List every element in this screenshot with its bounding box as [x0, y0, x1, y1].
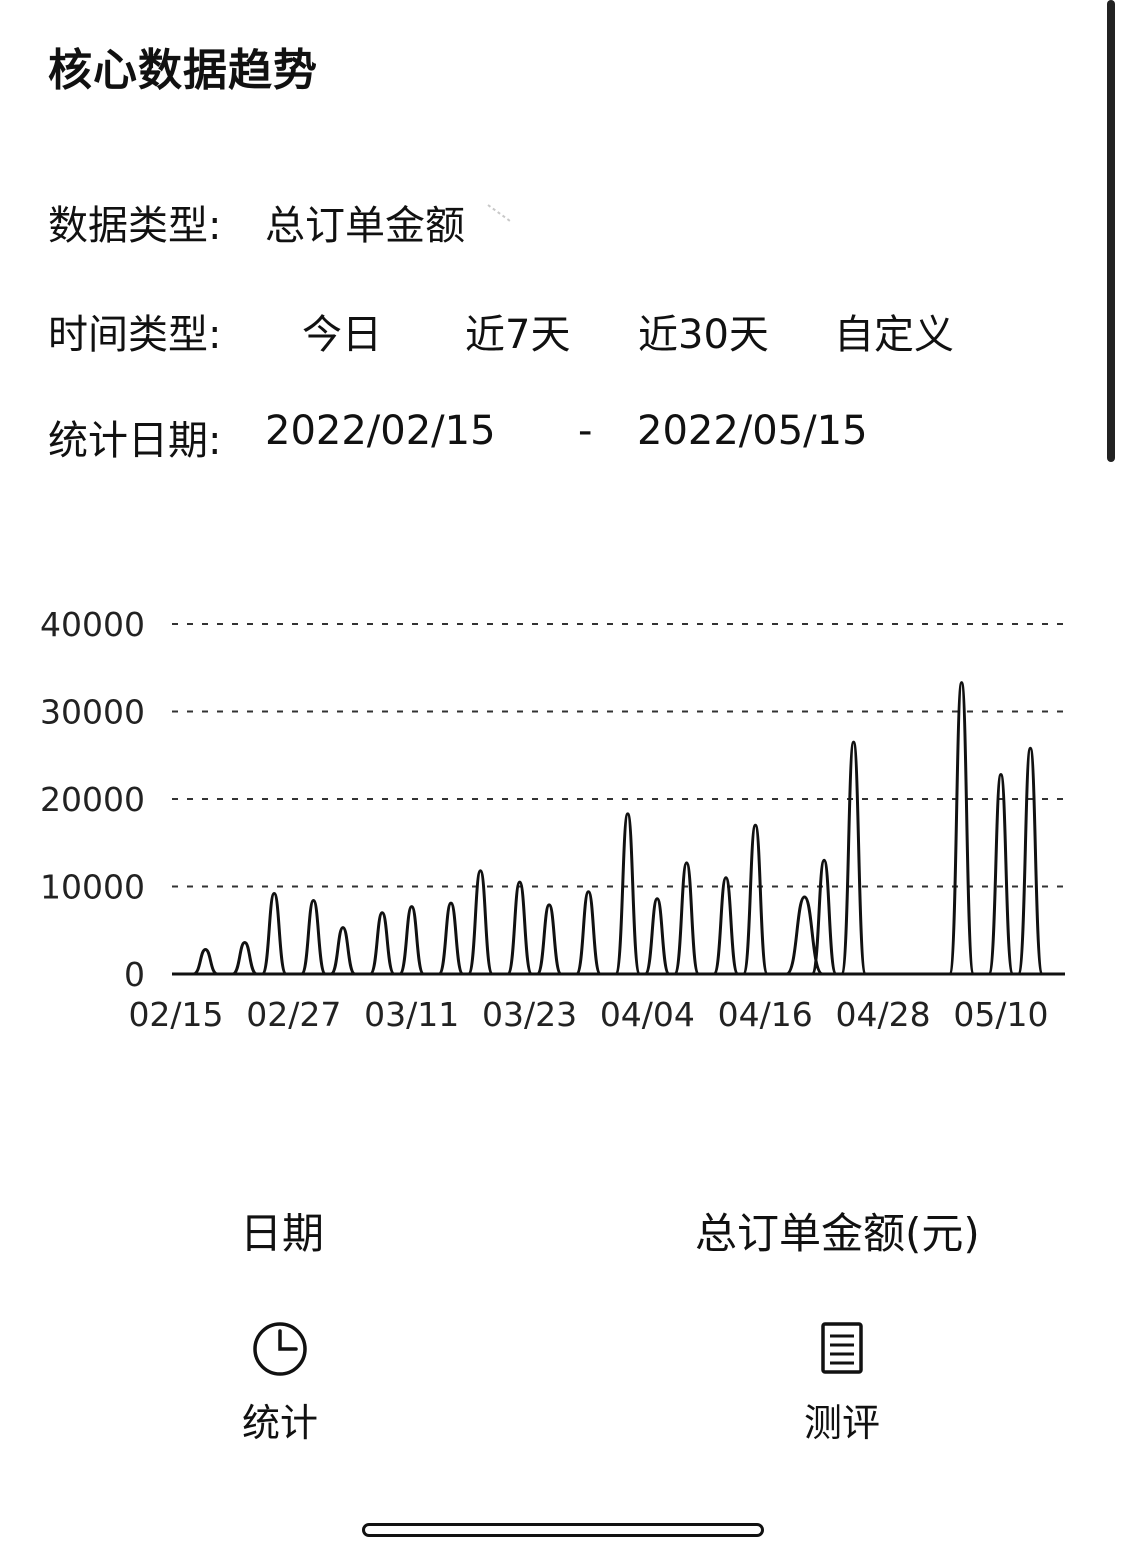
data-type-select[interactable]: 总订单金额: [265, 203, 465, 249]
tab-review[interactable]: 测评: [752, 1320, 932, 1447]
trend-chart-svg: 0 10000 20000 30000 40000 02/15 02/27 03/11 03/…: [40, 605, 1065, 1034]
x-tick-label: 04/04: [600, 995, 695, 1034]
x-tick-label: 04/16: [718, 995, 813, 1034]
trend-chart: 0 10000 20000 30000 40000 02/15 02/27 03/11 03/…: [0, 590, 1125, 1050]
table-header-amount: 总订单金额(元): [695, 1209, 980, 1258]
end-date-picker[interactable]: 2022/05/15: [637, 408, 868, 454]
table-header-date: 日期: [240, 1209, 325, 1258]
x-tick-label: 04/28: [836, 995, 931, 1034]
time-type-label: 时间类型:: [48, 312, 222, 358]
series-line: [172, 681, 1065, 976]
x-tick-label: 05/10: [953, 995, 1048, 1034]
y-axis-ticks: 0 10000 20000 30000 40000: [40, 605, 145, 994]
x-tick-label: 03/23: [482, 995, 577, 1034]
document-list-icon: [821, 1322, 863, 1374]
tab-review-label: 测评: [803, 1401, 880, 1445]
y-tick-label: 0: [124, 955, 145, 994]
data-type-label: 数据类型:: [48, 203, 222, 249]
start-date-picker[interactable]: 2022/02/15: [265, 408, 496, 454]
page-title: 核心数据趋势: [48, 45, 318, 96]
x-tick-label: 02/15: [128, 995, 223, 1034]
tab-stats-label: 统计: [241, 1401, 318, 1445]
y-tick-label: 20000: [40, 780, 145, 819]
clock-icon: [253, 1322, 307, 1376]
time-option-7days[interactable]: 近7天: [465, 312, 571, 358]
x-tick-label: 03/11: [364, 995, 459, 1034]
tab-stats[interactable]: 统计: [190, 1320, 370, 1447]
date-separator: -: [578, 408, 593, 454]
y-tick-label: 40000: [40, 605, 145, 644]
time-option-today[interactable]: 今日: [302, 312, 382, 358]
home-indicator[interactable]: [362, 1523, 764, 1537]
y-tick-label: 30000: [40, 693, 145, 732]
dropdown-arrow-icon[interactable]: [486, 199, 512, 225]
x-tick-label: 02/27: [246, 995, 341, 1034]
time-option-30days[interactable]: 近30天: [638, 312, 769, 358]
stat-date-label: 统计日期:: [48, 418, 222, 464]
scrollbar[interactable]: [1107, 0, 1115, 462]
x-axis-ticks: 02/15 02/27 03/11 03/23 04/04 04/16 04/28 05/10: [128, 995, 1048, 1034]
grid-lines: [172, 623, 1065, 888]
y-tick-label: 10000: [40, 868, 145, 907]
time-option-custom[interactable]: 自定义: [834, 312, 954, 358]
